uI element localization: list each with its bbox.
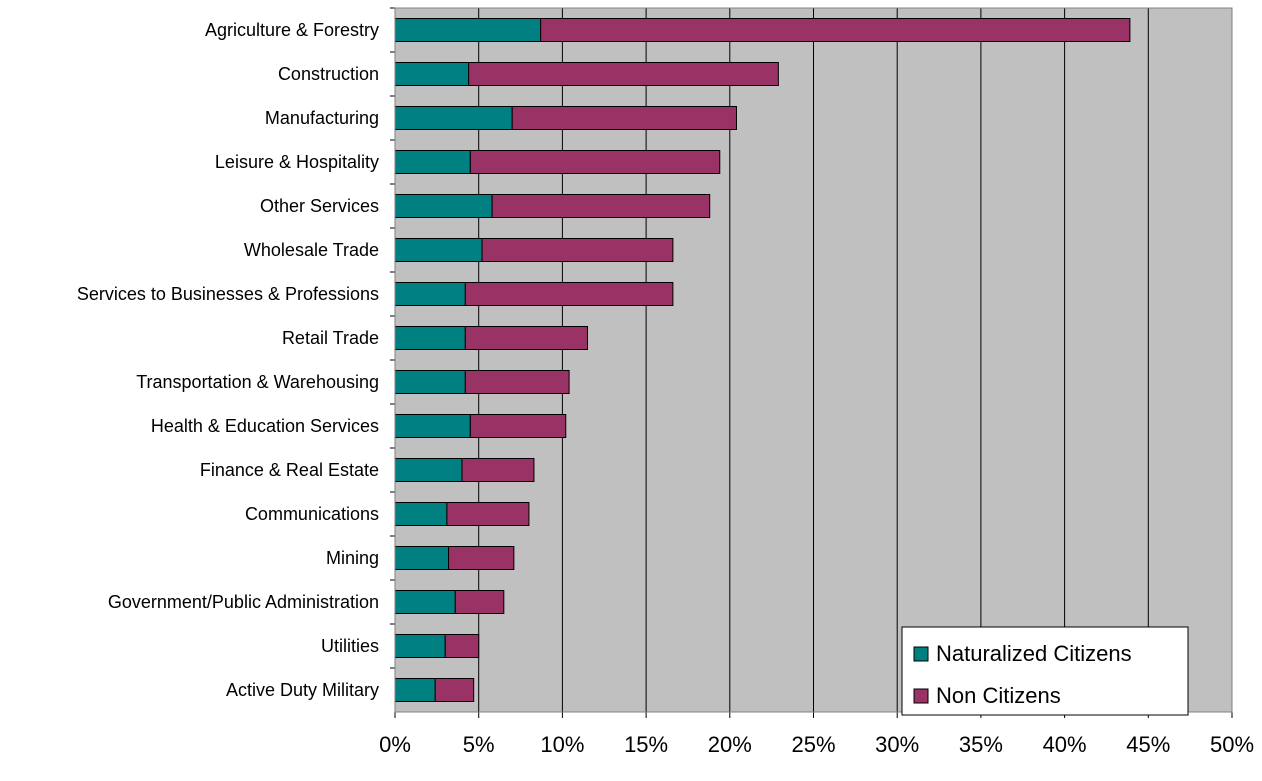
bar-segment-non-citizens bbox=[511, 106, 737, 130]
x-tick-label: 20% bbox=[708, 732, 752, 757]
category-label: Agriculture & Forestry bbox=[205, 20, 379, 40]
bars bbox=[394, 18, 1131, 702]
bar-segment-non-citizens bbox=[448, 546, 515, 570]
legend-label: Naturalized Citizens bbox=[936, 641, 1132, 666]
category-label: Active Duty Military bbox=[226, 680, 379, 700]
category-label: Retail Trade bbox=[282, 328, 379, 348]
category-label: Mining bbox=[326, 548, 379, 568]
category-label: Health & Education Services bbox=[151, 416, 379, 436]
category-label: Government/Public Administration bbox=[108, 592, 379, 612]
bar-segment-naturalized bbox=[394, 150, 471, 174]
category-label: Communications bbox=[245, 504, 379, 524]
x-axis: 0% 5% 10% 15% 20% 25% 30% 35% 40% 45% 50% bbox=[379, 712, 1254, 757]
bar-segment-non-citizens bbox=[444, 634, 480, 658]
bar-segment-non-citizens bbox=[468, 62, 779, 86]
legend-swatch bbox=[913, 646, 929, 662]
category-label: Construction bbox=[278, 64, 379, 84]
bar-segment-non-citizens bbox=[446, 502, 530, 526]
x-tick-label: 15% bbox=[624, 732, 668, 757]
bar-segment-naturalized bbox=[394, 106, 513, 130]
legend-box bbox=[901, 626, 1189, 716]
x-tick-label: 10% bbox=[540, 732, 584, 757]
x-tick-label: 40% bbox=[1043, 732, 1087, 757]
bar-segment-non-citizens bbox=[464, 326, 589, 350]
bar-segment-non-citizens bbox=[464, 370, 570, 394]
bar-segment-naturalized bbox=[394, 326, 466, 350]
bar-segment-non-citizens bbox=[464, 282, 674, 306]
category-label: Wholesale Trade bbox=[244, 240, 379, 260]
bar-segment-non-citizens bbox=[481, 238, 674, 262]
category-labels: Agriculture & Forestry Construction Manufa… bbox=[77, 7, 395, 700]
bar-segment-naturalized bbox=[394, 238, 483, 262]
category-label: Transportation & Warehousing bbox=[136, 372, 379, 392]
category-label: Leisure & Hospitality bbox=[215, 152, 379, 172]
legend-label: Non Citizens bbox=[936, 683, 1061, 708]
bar-segment-naturalized bbox=[394, 282, 466, 306]
bar-segment-non-citizens bbox=[461, 458, 535, 482]
bar-segment-naturalized bbox=[394, 678, 436, 702]
bar-segment-non-citizens bbox=[434, 678, 475, 702]
bar-segment-naturalized bbox=[394, 590, 456, 614]
bar-segment-naturalized bbox=[394, 458, 463, 482]
bar-segment-naturalized bbox=[394, 546, 450, 570]
bar-segment-non-citizens bbox=[540, 18, 1131, 42]
x-tick-label: 50% bbox=[1210, 732, 1254, 757]
legend-swatch bbox=[913, 688, 929, 704]
bar-segment-naturalized bbox=[394, 634, 446, 658]
category-label: Other Services bbox=[260, 196, 379, 216]
bar-segment-non-citizens bbox=[469, 414, 567, 438]
bar-segment-naturalized bbox=[394, 62, 470, 86]
legend: Naturalized Citizens Non Citizens bbox=[901, 626, 1189, 716]
bar-segment-naturalized bbox=[394, 502, 448, 526]
category-label: Finance & Real Estate bbox=[200, 460, 379, 480]
x-tick-label: 30% bbox=[875, 732, 919, 757]
x-tick-label: 5% bbox=[463, 732, 495, 757]
bar-segment-naturalized bbox=[394, 18, 542, 42]
bar-segment-non-citizens bbox=[491, 194, 711, 218]
category-label: Services to Businesses & Professions bbox=[77, 284, 379, 304]
category-label: Manufacturing bbox=[265, 108, 379, 128]
bar-segment-naturalized bbox=[394, 194, 493, 218]
category-label: Utilities bbox=[321, 636, 379, 656]
bar-segment-non-citizens bbox=[469, 150, 721, 174]
x-tick-label: 45% bbox=[1126, 732, 1170, 757]
x-tick-label: 25% bbox=[791, 732, 835, 757]
plot-border bbox=[394, 7, 1233, 713]
bar-segment-naturalized bbox=[394, 414, 471, 438]
x-tick-label: 35% bbox=[959, 732, 1003, 757]
x-tick-label: 0% bbox=[379, 732, 411, 757]
bar-segment-non-citizens bbox=[454, 590, 505, 614]
bar-segment-naturalized bbox=[394, 370, 466, 394]
